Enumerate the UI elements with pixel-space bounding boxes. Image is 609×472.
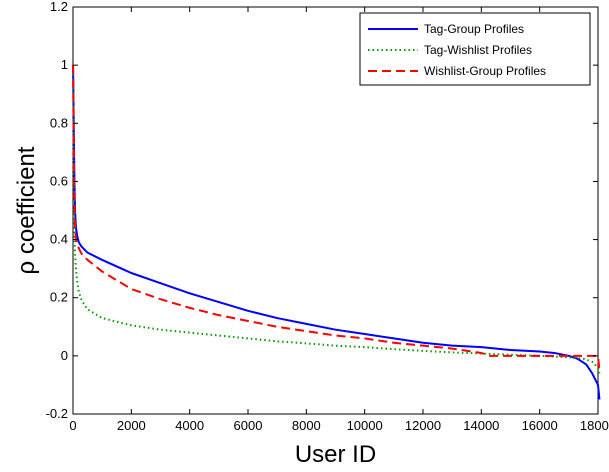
legend-label: Wishlist-Group Profiles	[424, 64, 546, 78]
x-tick-label: 8000	[292, 418, 321, 433]
legend-label: Tag-Group Profiles	[424, 22, 524, 36]
x-tick-label: 10000	[347, 418, 383, 433]
y-axis-title: ρ coefficient	[13, 146, 40, 274]
x-tick-label: 4000	[175, 418, 204, 433]
series-layer	[72, 65, 601, 400]
x-tick-label: 14000	[463, 418, 499, 433]
legend-items: Tag-Group Profiles Tag-Wishlist Profiles W…	[368, 22, 546, 78]
y-tick-label: -0.2	[46, 406, 68, 421]
y-tick-label: 0	[61, 348, 68, 363]
y-tick-label: 1.2	[50, 0, 68, 14]
axes-layer: 0 2000 4000 6000 8000 10000 12000 14000 16000 180…	[46, 0, 609, 433]
x-tick-label: 6000	[234, 418, 263, 433]
x-axis-title: User ID	[295, 441, 376, 468]
legend-box	[359, 12, 591, 86]
y-tick-label: 0.8	[50, 115, 68, 130]
x-tick-label: 0	[69, 418, 76, 433]
y-tick-label: 1	[61, 57, 68, 72]
x-tick-label: 12000	[405, 418, 441, 433]
x-tick-label: 2000	[117, 418, 146, 433]
y-tick-label: 0.2	[50, 290, 68, 305]
series-line-3	[72, 65, 601, 371]
series-line-2	[72, 65, 601, 374]
x-tick-label: 16000	[522, 418, 558, 433]
legend-label: Tag-Wishlist Profiles	[424, 43, 532, 57]
y-tick-label: 0.6	[50, 173, 68, 188]
x-tick-label: 18000	[580, 418, 609, 433]
y-tick-label: 0.4	[50, 232, 68, 247]
legend: Tag-Group Profiles Tag-Wishlist Profiles W…	[359, 12, 591, 86]
